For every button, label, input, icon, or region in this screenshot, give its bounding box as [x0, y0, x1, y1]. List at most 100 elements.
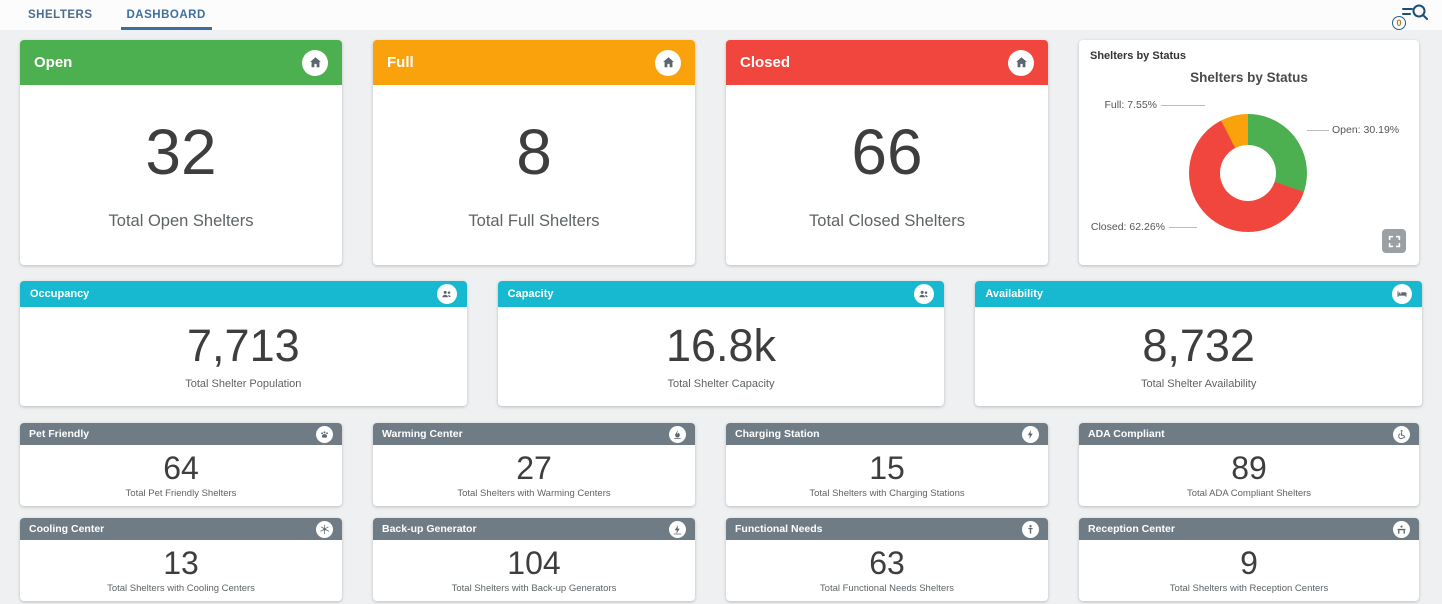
home-icon[interactable] — [302, 49, 328, 76]
reception-center-caption: Total Shelters with Reception Centers — [1169, 583, 1329, 594]
backup-generator-title: Back-up Generator — [382, 523, 477, 535]
status-card-closed-body: 66 Total Closed Shelters — [726, 85, 1048, 265]
occupancy-value: 7,713 — [187, 320, 300, 371]
chart-card-title: Shelters by Status — [1090, 50, 1186, 62]
reception-center-value: 9 — [1240, 545, 1258, 581]
backup-generator-card[interactable]: Back-up Generator 104 Total Shelters wit… — [373, 518, 695, 601]
status-card-full-title: Full — [387, 54, 414, 71]
functional-needs-icon[interactable] — [1022, 520, 1039, 538]
home-icon[interactable] — [655, 49, 681, 76]
pet-friendly-body: 64 Total Pet Friendly Shelters — [20, 445, 342, 506]
chart-label-open: Open: 30.19% — [1332, 124, 1400, 136]
leader-line-closed — [1169, 227, 1197, 228]
cooling-center-value: 13 — [163, 545, 199, 581]
occupancy-card[interactable]: Occupancy 7,713 Total Shelter Population — [20, 281, 467, 406]
warming-center-header: Warming Center — [373, 423, 695, 445]
home-icon[interactable] — [1008, 49, 1034, 76]
reception-center-header: Reception Center — [1079, 518, 1419, 540]
charging-station-body: 15 Total Shelters with Charging Stations — [726, 445, 1048, 506]
status-card-open-body: 32 Total Open Shelters — [20, 85, 342, 265]
top-bar: SHELTERS DASHBOARD 0 — [0, 0, 1442, 30]
status-card-closed-header: Closed — [726, 40, 1048, 85]
tab-dashboard[interactable]: DASHBOARD — [120, 1, 212, 30]
occupancy-body: 7,713 Total Shelter Population — [20, 307, 467, 406]
ada-compliant-title: ADA Compliant — [1088, 428, 1165, 440]
pet-friendly-value: 64 — [163, 450, 199, 486]
generator-icon[interactable] — [669, 520, 686, 538]
availability-caption: Total Shelter Availability — [1140, 378, 1257, 390]
availability-value: 8,732 — [1142, 320, 1255, 371]
warming-center-title: Warming Center — [382, 428, 463, 440]
charging-icon[interactable] — [1022, 425, 1039, 443]
warming-icon[interactable] — [669, 425, 686, 443]
charging-station-header: Charging Station — [726, 423, 1048, 445]
reception-center-card[interactable]: Reception Center 9 Total Shelters with R… — [1079, 518, 1419, 601]
status-card-closed-title: Closed — [740, 54, 791, 71]
availability-body: 8,732 Total Shelter Availability — [975, 307, 1422, 406]
chart-label-full: Full: 7.55% — [1104, 99, 1157, 111]
tab-shelters[interactable]: SHELTERS — [28, 9, 93, 21]
capacity-card[interactable]: Capacity 16.8k Total Shelter Capacity — [497, 281, 945, 406]
charging-station-value: 15 — [869, 450, 905, 486]
status-card-open-title: Open — [34, 54, 73, 71]
filter-search-icon[interactable]: 0 — [1390, 2, 1428, 30]
ada-wheelchair-icon[interactable] — [1393, 425, 1410, 443]
pet-friendly-caption: Total Pet Friendly Shelters — [125, 488, 237, 499]
functional-needs-header: Functional Needs — [726, 518, 1048, 540]
shelters-by-status-chart-card: Shelters by Status Shelters by Status Fu… — [1079, 40, 1419, 265]
charging-station-card[interactable]: Charging Station 15 Total Shelters with … — [726, 423, 1048, 506]
cooling-center-card[interactable]: Cooling Center 13 Total Shelters with Co… — [20, 518, 342, 601]
reception-center-title: Reception Center — [1088, 523, 1175, 535]
metrics-row: Occupancy 7,713 Total Shelter Population… — [20, 281, 1422, 406]
charging-station-title: Charging Station — [735, 428, 820, 440]
charging-station-caption: Total Shelters with Charging Stations — [809, 488, 965, 499]
functional-needs-card[interactable]: Functional Needs 63 Total Functional Nee… — [726, 518, 1048, 601]
people-icon[interactable] — [436, 284, 457, 304]
status-card-open[interactable]: Open 32 Total Open Shelters — [20, 40, 342, 265]
open-count: 32 — [145, 115, 217, 188]
warming-center-caption: Total Shelters with Warming Centers — [457, 488, 611, 499]
backup-generator-body: 104 Total Shelters with Back-up Generato… — [373, 540, 695, 601]
cooling-icon[interactable] — [316, 520, 333, 538]
functional-needs-value: 63 — [869, 545, 905, 581]
cooling-center-body: 13 Total Shelters with Cooling Centers — [20, 540, 342, 601]
bed-icon[interactable] — [1391, 284, 1412, 304]
features-row-2: Cooling Center 13 Total Shelters with Co… — [20, 518, 1422, 601]
availability-card[interactable]: Availability 8,732 Total Shelter Availab… — [975, 281, 1422, 406]
reception-center-body: 9 Total Shelters with Reception Centers — [1079, 540, 1419, 601]
backup-generator-caption: Total Shelters with Back-up Generators — [451, 583, 617, 594]
functional-needs-body: 63 Total Functional Needs Shelters — [726, 540, 1048, 601]
full-caption: Total Full Shelters — [468, 211, 600, 230]
status-row: Open 32 Total Open Shelters Full 8 Total… — [20, 40, 1422, 265]
warming-center-value: 27 — [516, 450, 552, 486]
occupancy-title: Occupancy — [30, 288, 90, 300]
ada-compliant-caption: Total ADA Compliant Shelters — [1186, 488, 1312, 499]
cooling-center-header: Cooling Center — [20, 518, 342, 540]
reception-icon[interactable] — [1393, 520, 1410, 538]
search-count-badge: 0 — [1392, 16, 1406, 30]
capacity-header: Capacity — [497, 281, 945, 307]
status-card-open-header: Open — [20, 40, 342, 85]
pet-friendly-header: Pet Friendly — [20, 423, 342, 445]
people-icon[interactable] — [914, 284, 935, 304]
open-caption: Total Open Shelters — [108, 211, 254, 230]
functional-needs-caption: Total Functional Needs Shelters — [819, 583, 955, 594]
status-card-closed[interactable]: Closed 66 Total Closed Shelters — [726, 40, 1048, 265]
full-count: 8 — [516, 115, 552, 188]
paw-icon[interactable] — [316, 425, 333, 443]
fullscreen-icon[interactable] — [1382, 229, 1406, 253]
ada-compliant-value: 89 — [1231, 450, 1267, 486]
ada-compliant-card[interactable]: ADA Compliant 89 Total ADA Compliant She… — [1079, 423, 1419, 506]
status-card-full[interactable]: Full 8 Total Full Shelters — [373, 40, 695, 265]
pet-friendly-card[interactable]: Pet Friendly 64 Total Pet Friendly Shelt… — [20, 423, 342, 506]
chart-title: Shelters by Status — [1190, 70, 1308, 85]
backup-generator-header: Back-up Generator — [373, 518, 695, 540]
availability-header: Availability — [975, 281, 1422, 307]
ada-compliant-body: 89 Total ADA Compliant Shelters — [1079, 445, 1419, 506]
ada-compliant-header: ADA Compliant — [1079, 423, 1419, 445]
leader-line-full — [1161, 105, 1205, 106]
warming-center-card[interactable]: Warming Center 27 Total Shelters with Wa… — [373, 423, 695, 506]
leader-line-open — [1307, 130, 1329, 131]
capacity-value: 16.8k — [665, 320, 777, 371]
capacity-title: Capacity — [507, 288, 554, 300]
